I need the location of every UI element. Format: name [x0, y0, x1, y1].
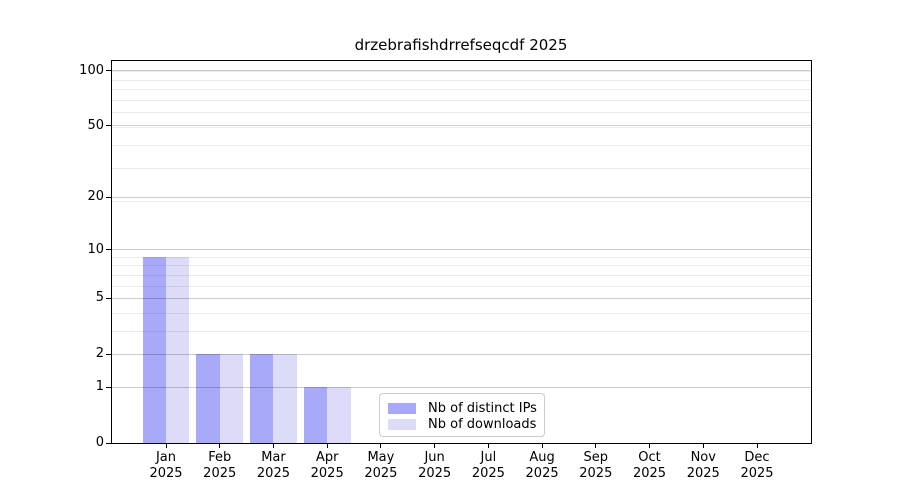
legend-item-downloads: Nb of downloads — [388, 416, 536, 432]
y-tick-mark — [106, 70, 111, 72]
x-tick-mark — [165, 443, 167, 448]
bar — [219, 354, 244, 443]
plot-area: Nb of distinct IPs Nb of downloads — [111, 60, 812, 444]
x-tick-label: Sep 2025 — [579, 450, 613, 481]
y-tick-label: 50 — [87, 117, 104, 133]
y-tick-label: 0 — [95, 435, 104, 450]
bar — [327, 387, 351, 443]
y-tick-label: 1 — [95, 379, 104, 395]
bar — [166, 257, 190, 443]
bar — [273, 354, 297, 443]
y-tick-label: 100 — [79, 62, 104, 78]
legend-label: Nb of downloads — [428, 416, 537, 432]
bar — [303, 387, 328, 443]
legend-swatch — [388, 402, 416, 414]
legend-item-distinct-ips: Nb of distinct IPs — [388, 400, 537, 416]
x-tick-mark — [434, 443, 436, 448]
x-tick-label: Jul 2025 — [471, 450, 505, 481]
x-tick-label: Jun 2025 — [418, 450, 452, 481]
x-tick-mark — [649, 443, 651, 448]
x-tick-label: Apr 2025 — [310, 450, 344, 481]
x-tick-label: Feb 2025 — [203, 450, 237, 481]
legend: Nb of distinct IPs Nb of downloads — [379, 393, 545, 437]
x-tick-mark — [487, 443, 489, 448]
x-tick-mark — [272, 443, 274, 448]
bar — [250, 354, 274, 443]
x-tick-label: Mar 2025 — [256, 450, 290, 481]
x-tick-label: Oct 2025 — [632, 450, 667, 481]
x-tick-label: Dec 2025 — [740, 450, 774, 481]
y-tick-label: 10 — [87, 241, 104, 257]
legend-swatch — [388, 418, 416, 430]
x-tick-mark — [541, 443, 543, 448]
y-tick-mark — [106, 249, 111, 251]
x-tick-mark — [756, 443, 758, 448]
y-tick-label: 2 — [95, 346, 104, 362]
y-tick-mark — [106, 442, 111, 444]
y-tick-label: 20 — [87, 189, 104, 205]
y-tick-mark — [106, 353, 111, 355]
chart-title: drzebrafishdrrefseqcdf 2025 — [354, 36, 568, 54]
x-tick-label: Aug 2025 — [525, 450, 559, 481]
bars-layer — [112, 61, 811, 443]
y-tick-mark — [106, 125, 111, 127]
x-tick-mark — [702, 443, 704, 448]
x-tick-label: May 2025 — [364, 450, 398, 481]
y-tick-mark — [106, 386, 111, 388]
y-tick-mark — [106, 297, 111, 299]
bar — [196, 354, 220, 443]
x-tick-label: Jan 2025 — [149, 450, 183, 481]
x-tick-mark — [595, 443, 597, 448]
bar — [142, 257, 166, 443]
x-tick-label: Nov 2025 — [686, 450, 720, 481]
x-tick-mark — [326, 443, 328, 448]
y-tick-mark — [106, 196, 111, 198]
legend-label: Nb of distinct IPs — [428, 400, 537, 416]
x-tick-mark — [219, 443, 221, 448]
y-tick-label: 5 — [95, 290, 104, 306]
x-tick-mark — [380, 443, 382, 448]
